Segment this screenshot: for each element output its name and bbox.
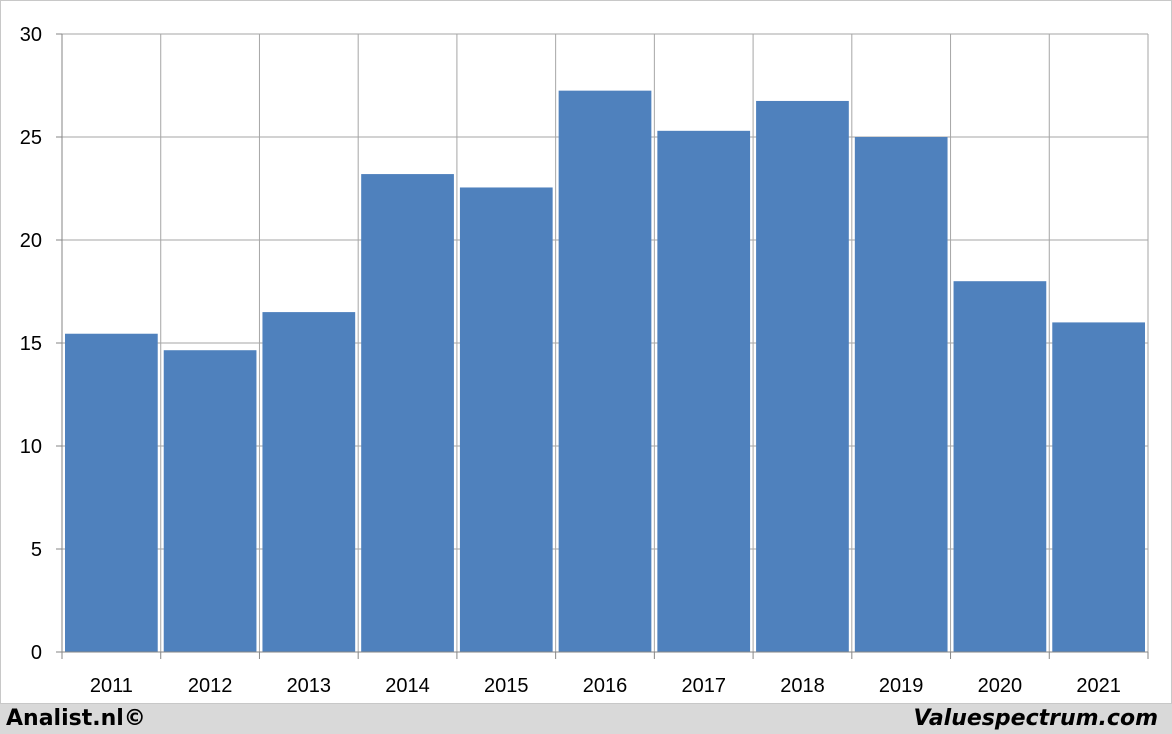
bar-2020 xyxy=(953,281,1047,652)
y-tick-label: 25 xyxy=(20,127,42,149)
x-tick-label: 2018 xyxy=(780,675,825,697)
y-tick-label: 15 xyxy=(20,333,42,355)
y-tick-label: 30 xyxy=(20,24,42,46)
x-tick-label: 2012 xyxy=(188,675,233,697)
x-tick-label: 2011 xyxy=(90,675,133,697)
bar-2015 xyxy=(459,187,553,652)
bar-2012 xyxy=(163,350,257,652)
x-tick-label: 2014 xyxy=(385,675,430,697)
axes xyxy=(56,33,1149,659)
x-tick-label: 2020 xyxy=(978,675,1023,697)
footer-brand-left: Analist.nl© xyxy=(6,706,146,731)
y-tick-label: 20 xyxy=(20,230,42,252)
tick-labels: 0 5 10 15 20 25 30 2011 2012 2013 2014 2015 2016 2017… xyxy=(20,24,1121,697)
chart-area: 0 5 10 15 20 25 30 2011 2012 2013 2014 2015 2016 2017… xyxy=(0,0,1172,704)
x-tick-label: 2013 xyxy=(287,675,332,697)
bar-2021 xyxy=(1052,322,1145,652)
y-tick-label: 0 xyxy=(31,642,42,664)
bar-2011 xyxy=(65,333,158,652)
bar-2018 xyxy=(756,100,849,652)
bar-chart: 0 5 10 15 20 25 30 2011 2012 2013 2014 2015 2016 2017… xyxy=(0,0,1172,704)
footer-bar: Analist.nl© Valuespectrum.com xyxy=(0,704,1172,734)
x-tick-label: 2016 xyxy=(583,675,628,697)
x-tick-label: 2017 xyxy=(681,675,726,697)
y-tick-label: 5 xyxy=(31,539,42,561)
bar-2016 xyxy=(558,90,652,652)
bar-2013 xyxy=(262,312,356,652)
footer-brand-right: Valuespectrum.com xyxy=(913,706,1158,731)
bar-2014 xyxy=(361,174,454,652)
x-tick-label: 2015 xyxy=(484,675,529,697)
y-tick-label: 10 xyxy=(20,436,42,458)
bar-2019 xyxy=(854,137,948,652)
x-tick-label: 2019 xyxy=(879,675,924,697)
x-tick-label: 2021 xyxy=(1076,675,1121,697)
bars xyxy=(65,90,1145,652)
bar-2017 xyxy=(657,130,751,652)
